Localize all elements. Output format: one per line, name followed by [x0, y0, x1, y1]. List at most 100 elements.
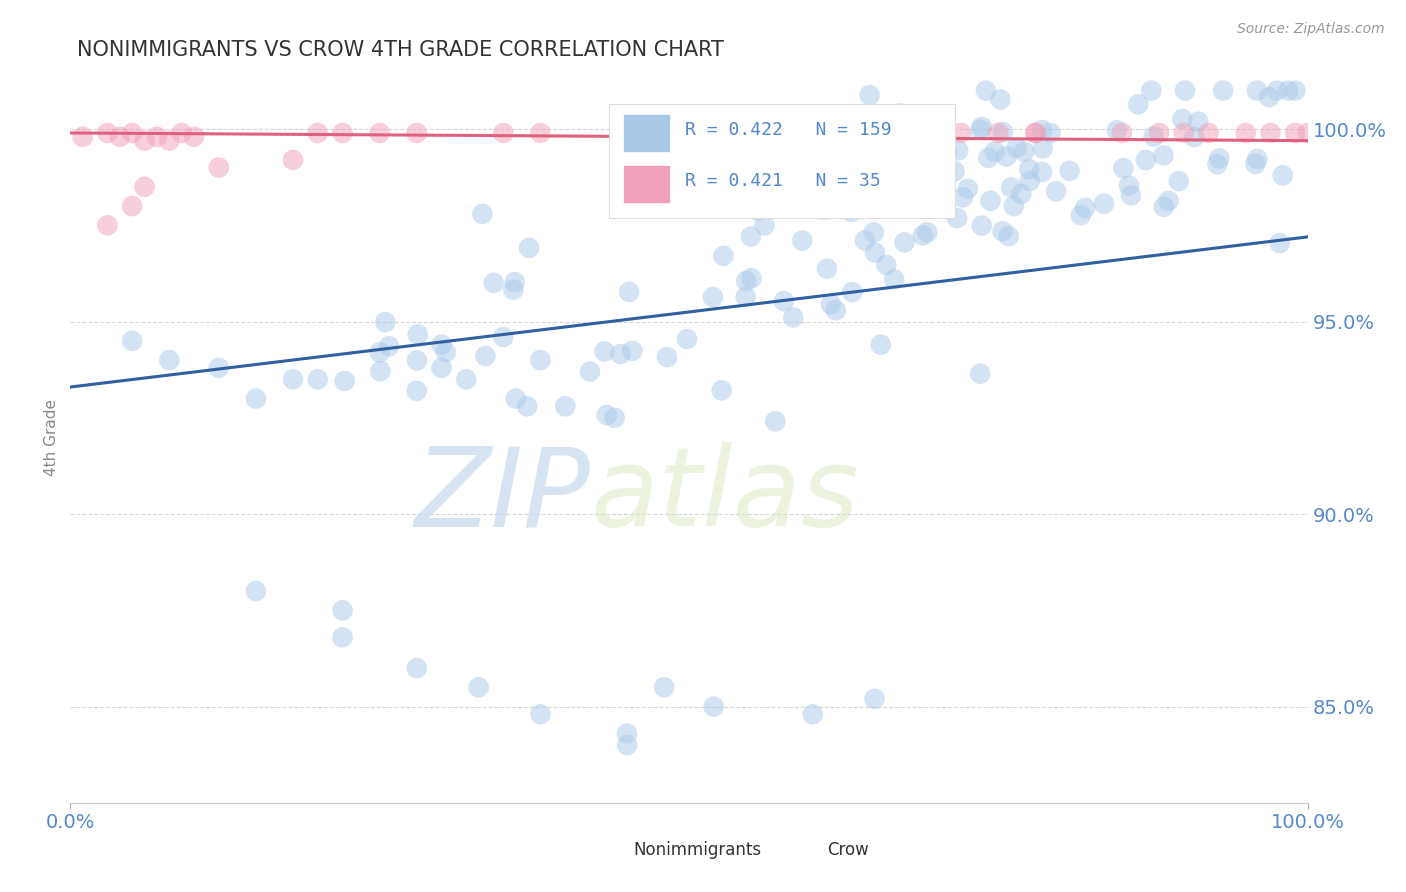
- Text: ZIP: ZIP: [415, 442, 591, 549]
- Point: [946, 144, 969, 158]
- Point: [108, 129, 131, 144]
- Point: [96, 126, 118, 140]
- Point: [146, 129, 169, 144]
- Point: [332, 603, 354, 617]
- Point: [474, 349, 496, 363]
- Point: [862, 226, 884, 240]
- Point: [281, 153, 304, 167]
- Point: [245, 584, 267, 599]
- Point: [492, 126, 515, 140]
- Point: [1119, 188, 1142, 202]
- Point: [710, 384, 733, 398]
- Point: [554, 399, 576, 413]
- Point: [991, 125, 1014, 139]
- Text: R = 0.422   N = 159: R = 0.422 N = 159: [685, 121, 891, 139]
- Point: [1153, 200, 1175, 214]
- Point: [368, 126, 391, 140]
- Point: [467, 681, 489, 695]
- Point: [208, 161, 231, 175]
- Point: [889, 106, 911, 120]
- Point: [1212, 84, 1234, 98]
- Point: [1234, 126, 1257, 140]
- FancyBboxPatch shape: [778, 839, 818, 862]
- FancyBboxPatch shape: [609, 104, 955, 218]
- Point: [1142, 129, 1164, 144]
- Point: [1002, 199, 1025, 213]
- Point: [776, 178, 799, 192]
- Point: [1032, 141, 1054, 155]
- Point: [893, 235, 915, 250]
- Point: [801, 707, 824, 722]
- Point: [517, 241, 540, 255]
- Point: [702, 290, 724, 304]
- Point: [121, 126, 143, 140]
- Point: [492, 330, 515, 344]
- Point: [735, 274, 758, 288]
- Point: [1265, 84, 1288, 98]
- Point: [1105, 123, 1128, 137]
- Point: [96, 219, 118, 233]
- Point: [593, 344, 616, 359]
- Point: [815, 261, 838, 276]
- Point: [456, 372, 478, 386]
- Point: [434, 345, 457, 359]
- Point: [970, 120, 993, 134]
- Point: [907, 170, 929, 185]
- Point: [502, 283, 524, 297]
- Point: [1174, 84, 1197, 98]
- Point: [121, 199, 143, 213]
- FancyBboxPatch shape: [623, 114, 671, 152]
- Point: [911, 198, 934, 212]
- Point: [820, 297, 842, 311]
- Text: R = 0.421   N = 35: R = 0.421 N = 35: [685, 172, 882, 190]
- Point: [824, 303, 846, 318]
- Point: [332, 126, 354, 140]
- Point: [406, 353, 429, 368]
- Point: [1157, 194, 1180, 208]
- Point: [170, 126, 193, 140]
- Point: [503, 275, 526, 289]
- Point: [1171, 112, 1194, 126]
- Point: [832, 108, 855, 122]
- Point: [1206, 157, 1229, 171]
- Text: Nonimmigrants: Nonimmigrants: [633, 841, 762, 859]
- Point: [740, 229, 762, 244]
- Point: [1147, 126, 1170, 140]
- Point: [134, 134, 156, 148]
- Point: [997, 229, 1019, 244]
- Point: [995, 149, 1018, 163]
- Point: [969, 367, 991, 381]
- Point: [208, 360, 231, 375]
- Text: NONIMMIGRANTS VS CROW 4TH GRADE CORRELATION CHART: NONIMMIGRANTS VS CROW 4TH GRADE CORRELAT…: [77, 40, 724, 60]
- Point: [1012, 145, 1035, 159]
- Point: [914, 191, 936, 205]
- Point: [471, 207, 494, 221]
- Y-axis label: 4th Grade: 4th Grade: [44, 399, 59, 475]
- Point: [430, 360, 453, 375]
- Point: [374, 315, 396, 329]
- Point: [1246, 84, 1268, 98]
- Point: [1152, 148, 1174, 162]
- Point: [875, 258, 897, 272]
- Point: [711, 249, 734, 263]
- Point: [368, 345, 391, 359]
- Point: [529, 126, 551, 140]
- Point: [183, 129, 205, 144]
- Point: [769, 197, 792, 211]
- Point: [621, 343, 644, 358]
- Point: [405, 384, 427, 398]
- Point: [970, 123, 993, 137]
- Point: [378, 339, 401, 353]
- Point: [1024, 126, 1046, 140]
- Point: [740, 126, 762, 140]
- Point: [1182, 130, 1205, 145]
- Point: [801, 126, 824, 140]
- Point: [1045, 185, 1067, 199]
- Point: [1208, 152, 1230, 166]
- Point: [1111, 126, 1133, 140]
- Text: Crow: Crow: [828, 841, 869, 859]
- Point: [405, 126, 427, 140]
- Point: [1074, 201, 1097, 215]
- Point: [915, 225, 938, 239]
- Point: [1271, 169, 1294, 183]
